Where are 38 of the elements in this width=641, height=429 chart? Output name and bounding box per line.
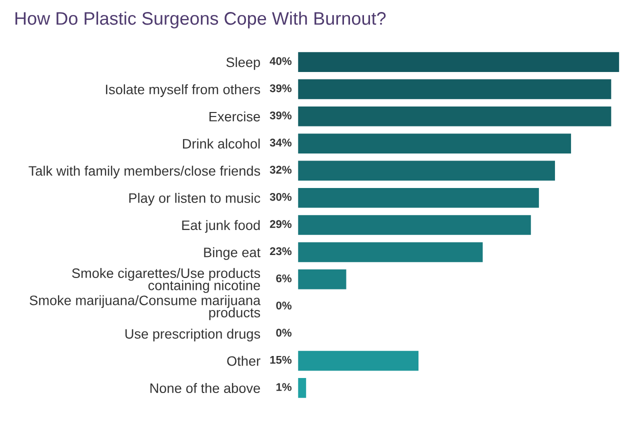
- data-label: 15%: [270, 356, 292, 364]
- y-tick-label: Use prescription drugs: [125, 328, 260, 342]
- data-label: 32%: [270, 166, 292, 174]
- data-label: 0%: [276, 302, 292, 310]
- y-tick-label: Smoke cigarettes/Use products containing nicotine: [72, 268, 260, 293]
- bar: [298, 242, 483, 262]
- bar: [298, 215, 531, 235]
- data-label: 39%: [270, 84, 292, 92]
- bar: [298, 378, 306, 398]
- bar: [298, 188, 539, 208]
- y-tick-label: Binge eat: [204, 247, 260, 260]
- bar: [298, 134, 572, 154]
- bar: [298, 160, 555, 181]
- y-tick-label: Eat junk food: [182, 220, 260, 233]
- y-tick-label: Play or listen to music: [129, 192, 260, 206]
- data-label: 29%: [270, 220, 292, 228]
- data-label: 6%: [276, 274, 292, 282]
- data-label: 30%: [270, 192, 292, 201]
- bar: [298, 350, 418, 371]
- y-tick-label: Sleep: [226, 57, 260, 70]
- y-tick-label: Isolate myself from others: [106, 84, 260, 97]
- y-tick-label: Talk with family members/close friends: [28, 166, 260, 178]
- bar: [298, 106, 612, 126]
- bar: [298, 79, 612, 100]
- y-tick-label: Other: [227, 356, 260, 366]
- y-tick-label: None of the above: [150, 383, 260, 394]
- data-label: 23%: [270, 247, 292, 256]
- chart-title: How Do Plastic Surgeons Cope With Burnout?: [15, 12, 386, 28]
- data-label: 40%: [270, 57, 292, 66]
- bar: [298, 52, 620, 72]
- data-label: 34%: [270, 138, 292, 147]
- data-label: 1%: [276, 383, 292, 391]
- y-tick-label: Drink alcohol: [183, 138, 260, 149]
- data-label: 39%: [270, 111, 292, 120]
- data-label: 0%: [276, 328, 292, 337]
- y-tick-label: Exercise: [209, 111, 260, 122]
- y-tick-label: Smoke marijuana/Consume marijuana products: [30, 295, 261, 320]
- bar: [298, 269, 346, 290]
